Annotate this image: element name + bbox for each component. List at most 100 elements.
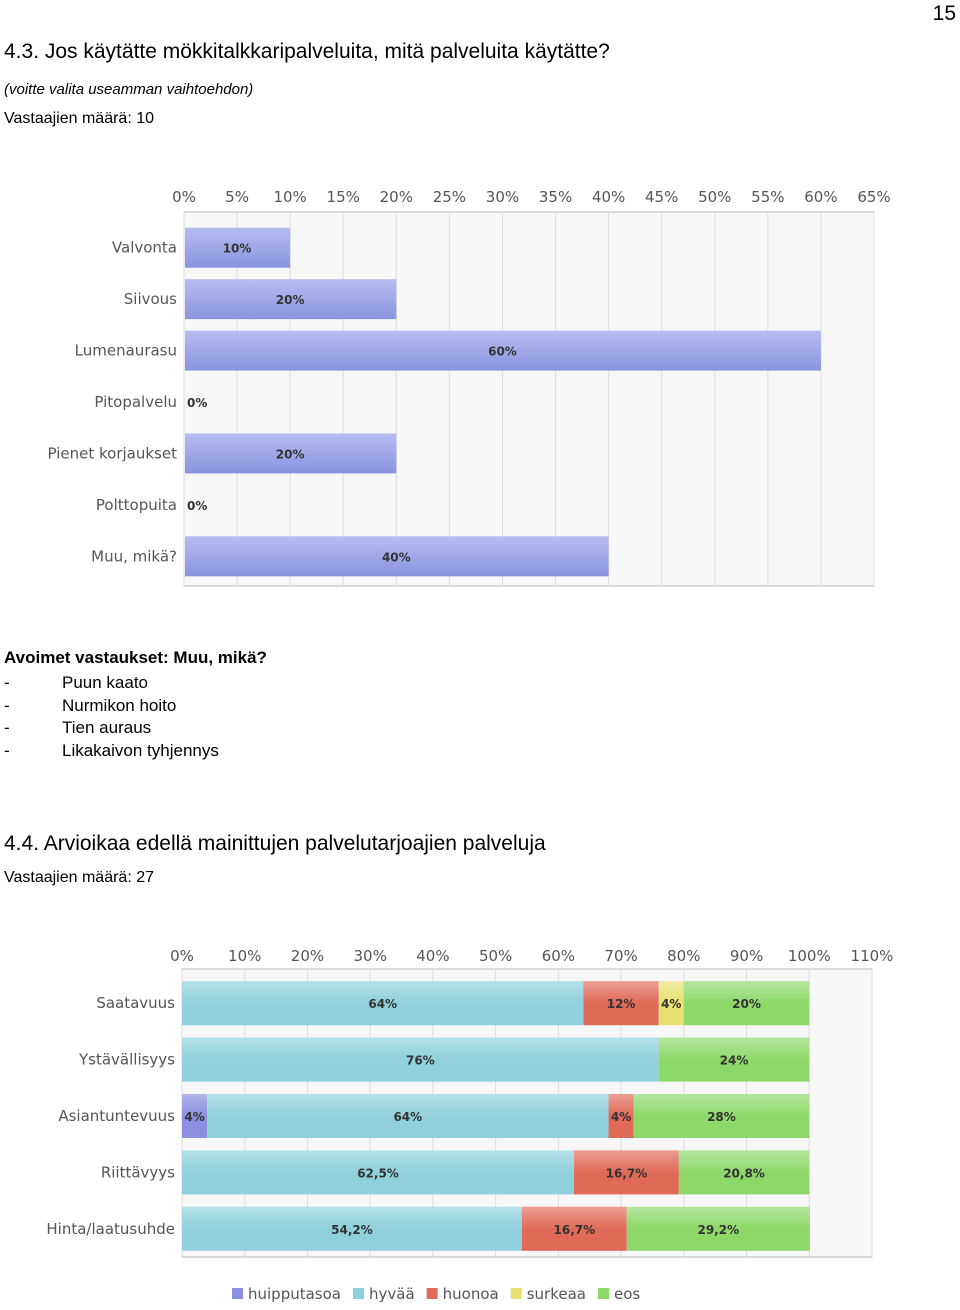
x-tick-label: 30%	[486, 188, 519, 206]
x-tick-label: 90%	[730, 947, 763, 965]
segment-value-label: 62,5%	[357, 1166, 399, 1180]
x-tick-label: 10%	[273, 188, 306, 206]
legend-label-huonoa: huonoa	[443, 1285, 499, 1303]
bar-muu-mik	[185, 536, 609, 577]
segment-highlight	[658, 981, 684, 1004]
segment-value-label: 12%	[607, 997, 636, 1011]
legend-label-surkeaa: surkeaa	[527, 1285, 586, 1303]
bar-value-label: 60%	[488, 345, 517, 359]
category-label-pienet-korjaukset: Pienet korjaukset	[48, 444, 178, 462]
x-tick-label: 110%	[851, 947, 894, 965]
category-label-yst-v-llisyys: Ystävällisyys	[78, 1051, 175, 1069]
respondent-count-2: Vastaajien määrä: 27	[4, 869, 155, 886]
bar-valvonta	[185, 227, 291, 268]
segment-highlight	[583, 981, 659, 1004]
segment-value-label: 4%	[184, 1110, 204, 1124]
bar-value-label: 10%	[223, 242, 252, 256]
x-tick-label: 100%	[788, 947, 831, 965]
legend-label-hyv: hyvää	[369, 1285, 415, 1303]
x-tick-label: 0%	[172, 188, 196, 206]
segment-highlight	[207, 1094, 609, 1116]
category-label-hinta-laatusuhde: Hinta/laatusuhde	[46, 1220, 175, 1238]
respondent-count-1: Vastaajien määrä: 10	[4, 110, 155, 127]
segment-highlight	[182, 981, 584, 1004]
x-tick-label: 70%	[604, 947, 637, 965]
bar-value-label: 0%	[187, 396, 207, 410]
list-item: - Likakaivon tyhjennys	[4, 741, 219, 761]
section-title-4-3: 4.3. Jos käytätte mökkitalkkaripalveluit…	[4, 40, 610, 63]
legend-swatch-surkeaa	[510, 1288, 522, 1299]
segment-value-label: 16,7%	[606, 1166, 648, 1180]
x-tick-label: 50%	[698, 188, 731, 206]
x-tick-label: 30%	[354, 947, 387, 965]
category-label-muu-mik: Muu, mikä?	[91, 547, 177, 565]
list-item: - Nurmikon hoito	[4, 695, 177, 715]
segment-value-label: 4%	[661, 997, 681, 1011]
open-answers-list: - Puun kaato - Nurmikon hoito - Tien auraus…	[4, 672, 219, 763]
category-label-riitt-vyys: Riittävyys	[101, 1163, 175, 1181]
x-tick-label: 55%	[751, 188, 784, 206]
segment-value-label: 64%	[368, 997, 397, 1011]
bar-siivous	[185, 279, 397, 320]
category-label-saatavuus: Saatavuus	[96, 994, 175, 1012]
legend-swatch-huipputasoa	[232, 1288, 243, 1299]
section-title-4-4: 4.4. Arvioikaa edellä mainittujen palvel…	[4, 832, 546, 855]
category-label-asiantuntevuus: Asiantuntevuus	[58, 1107, 175, 1125]
bar-value-label: 40%	[382, 550, 411, 564]
bar-value-label: 20%	[276, 447, 305, 461]
x-tick-label: 35%	[539, 188, 572, 206]
segment-value-label: 54,2%	[331, 1223, 373, 1237]
category-label-pitopalvelu: Pitopalvelu	[94, 393, 177, 411]
segment-highlight	[182, 1094, 208, 1116]
x-tick-label: 50%	[479, 947, 512, 965]
legend-swatch-hyv	[353, 1288, 364, 1299]
x-tick-label: 20%	[380, 188, 413, 206]
x-tick-label: 15%	[327, 188, 360, 206]
segment-highlight	[521, 1206, 627, 1229]
segment-value-label: 20,8%	[723, 1166, 765, 1180]
bar-lumenaurasu	[185, 330, 821, 371]
category-label-siivous: Siivous	[124, 290, 177, 308]
legend-label-huipputasoa: huipputasoa	[248, 1285, 341, 1303]
segment-value-label: 16,7%	[554, 1223, 596, 1237]
x-tick-label: 80%	[667, 947, 700, 965]
legend-label-eos: eos	[614, 1285, 640, 1303]
ratings-stacked-bar-chart: 0% 10% 20% 30% 40% 50% 60% 70% 80% 90% 100% 110% Saa…	[46, 947, 894, 1303]
x-tick-label: 60%	[542, 947, 575, 965]
legend-swatch-eos	[598, 1288, 609, 1299]
x-tick-label: 60%	[804, 188, 837, 206]
x-tick-label: 25%	[433, 188, 466, 206]
category-label-lumenaurasu: Lumenaurasu	[75, 342, 177, 360]
multi-select-note: (voitte valita useamman vaihtoehdon)	[4, 81, 254, 98]
page-number: 15	[932, 2, 956, 25]
bar-value-label: 0%	[187, 499, 207, 513]
segment-value-label: 76%	[406, 1054, 435, 1068]
segment-highlight	[633, 1094, 810, 1116]
segment-value-label: 24%	[720, 1054, 749, 1068]
segment-value-label: 29,2%	[697, 1223, 739, 1237]
segment-value-label: 64%	[393, 1110, 422, 1124]
x-tick-label: 40%	[592, 188, 625, 206]
open-answers-heading: Avoimet vastaukset: Muu, mikä?	[4, 648, 267, 667]
segment-highlight	[182, 1206, 522, 1229]
x-tick-label: 45%	[645, 188, 678, 206]
segment-highlight	[182, 1150, 575, 1173]
segment-highlight	[182, 1037, 659, 1060]
x-tick-label: 5%	[225, 188, 249, 206]
category-label-polttopuita: Polttopuita	[96, 496, 177, 514]
category-label-valvonta: Valvonta	[112, 239, 177, 257]
list-item: - Tien auraus	[4, 718, 152, 738]
segment-highlight	[658, 1037, 810, 1060]
bar-value-label: 20%	[276, 293, 305, 307]
segment-highlight	[608, 1094, 634, 1116]
services-bar-chart: 0% 5% 10% 15% 20% 25% 30% 35% 40% 45% 50% 55% 60% 65%…	[48, 188, 891, 587]
x-tick-label: 65%	[857, 188, 890, 206]
bar-pienet-korjaukset	[185, 433, 397, 474]
x-tick-label: 10%	[228, 947, 261, 965]
segment-highlight	[683, 981, 810, 1004]
plot-area	[183, 211, 875, 587]
segment-highlight	[678, 1150, 810, 1173]
segment-value-label: 28%	[707, 1110, 736, 1124]
segment-highlight	[626, 1206, 810, 1229]
x-tick-label: 40%	[416, 947, 449, 965]
